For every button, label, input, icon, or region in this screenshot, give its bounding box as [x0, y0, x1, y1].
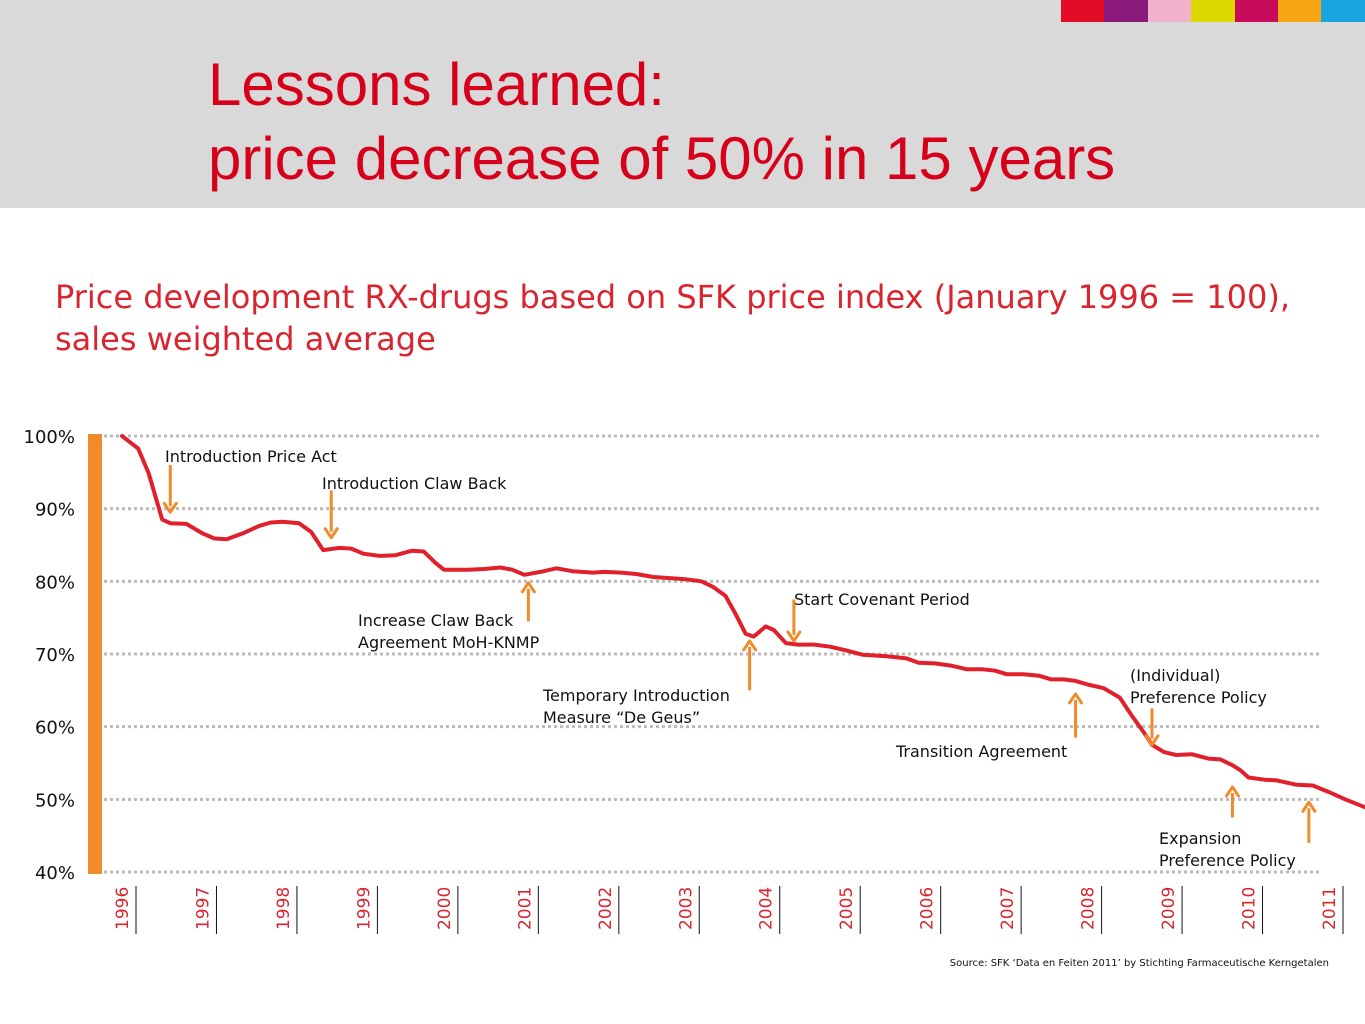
source-note: Source: SFK ‘Data en Feiten 2011’ by Sti… [950, 958, 1329, 969]
color-strip-swatch [1234, 0, 1278, 22]
annotation-label: Agreement MoH-KNMP [358, 633, 540, 652]
y-tick-label: 100% [24, 427, 75, 448]
series-line-price-index [120, 434, 1365, 810]
annotation-label: Measure “De Geus” [543, 708, 700, 727]
y-tick-label: 70% [35, 645, 75, 666]
y-tick-label: 50% [35, 790, 75, 811]
annotation-label: Preference Policy [1130, 688, 1267, 707]
x-tick-label: 1996 [113, 887, 133, 930]
header-band: Lessons learned: price decrease of 50% i… [0, 0, 1365, 208]
x-tick-label: 2005 [837, 887, 857, 930]
x-tick-label: 2004 [757, 887, 777, 930]
y-axis-bar [88, 434, 102, 874]
annotation-label: Introduction Price Act [165, 447, 337, 466]
subtitle-line-2: sales weighted average [55, 320, 436, 358]
color-strip-swatch [1061, 0, 1105, 22]
title-line-1: Lessons learned: [208, 51, 665, 118]
annotation-arrow-head [1144, 734, 1160, 747]
annotation-arrow-head [162, 501, 178, 514]
x-tick-label: 2007 [998, 887, 1018, 930]
annotation-arrow-head [520, 581, 536, 594]
annotation-label: Temporary Introduction [542, 686, 730, 705]
color-strip-swatch [1147, 0, 1192, 22]
y-tick-label: 40% [35, 863, 75, 884]
annotation-arrow-head [1224, 785, 1240, 798]
color-strip-swatch [1277, 0, 1322, 22]
x-tick-label: 1997 [193, 887, 213, 930]
x-tick-label: 2006 [918, 887, 938, 930]
annotation-arrow-head [1068, 692, 1084, 705]
page-title: Lessons learned: price decrease of 50% i… [208, 48, 1115, 196]
color-strip [1061, 0, 1365, 22]
annotation-labels: Introduction Price Act Introduction Claw … [165, 447, 1296, 870]
x-tick-labels: 1996 1997 1998 1999 2000 2001 2002 2003 2004 2005… [113, 886, 1344, 934]
annotation-arrow-head [1301, 800, 1317, 813]
y-tick-label: 90% [35, 500, 75, 521]
annotation-label: Start Covenant Period [794, 590, 970, 609]
grid-lines [104, 434, 1322, 874]
annotation-label: Expansion [1159, 829, 1241, 848]
annotation-arrows [162, 465, 1317, 843]
y-tick-label: 80% [35, 572, 75, 593]
title-line-2: price decrease of 50% in 15 years [208, 125, 1116, 192]
color-strip-swatch [1191, 0, 1235, 22]
x-tick-label: 2000 [435, 887, 455, 930]
annotation-label: Introduction Claw Back [322, 474, 507, 493]
annotation-label: Transition Agreement [895, 742, 1067, 761]
y-tick-label: 60% [35, 718, 75, 739]
y-tick-labels: 100% 90% 80% 70% 60% 50% 40% [24, 427, 75, 884]
x-tick-label: 2008 [1079, 887, 1099, 930]
color-strip-swatch [1321, 0, 1365, 22]
annotation-arrow-head [323, 527, 339, 540]
x-tick-label: 2010 [1240, 887, 1260, 930]
x-tick-label: 2003 [676, 887, 696, 930]
x-tick-label: 2002 [596, 887, 616, 930]
color-strip-swatch [1104, 0, 1148, 22]
annotation-label: Preference Policy [1159, 851, 1296, 870]
subtitle-line-1: Price development RX-drugs based on SFK … [55, 278, 1291, 316]
x-tick-label: 1998 [274, 887, 294, 930]
annotation-label: Increase Claw Back [358, 611, 514, 630]
annotation-label: (Individual) [1130, 666, 1220, 685]
x-tick-label: 2001 [515, 887, 535, 930]
annotation-arrow-head [742, 639, 758, 652]
chart-subtitle: Price development RX-drugs based on SFK … [55, 276, 1290, 360]
price-index-chart: 100% 90% 80% 70% 60% 50% 40% 1996 1997 1998 1999 2… [24, 427, 1365, 969]
x-tick-label: 2009 [1159, 887, 1179, 930]
x-tick-label: 1999 [354, 887, 374, 930]
annotation-arrow-head [786, 630, 802, 643]
x-tick-label: 2011 [1320, 887, 1340, 930]
